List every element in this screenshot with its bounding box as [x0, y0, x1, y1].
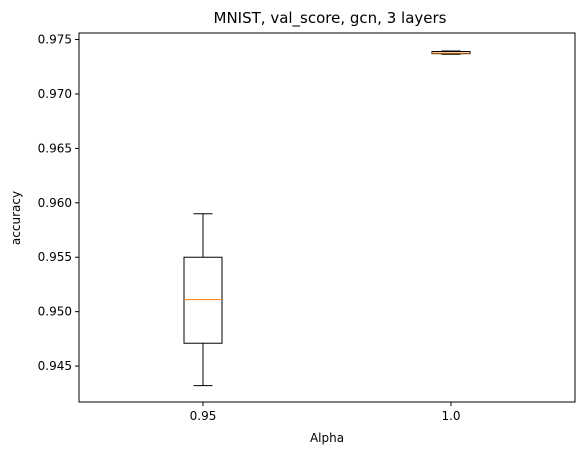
box-1.0 — [431, 50, 471, 55]
x-axis: 0.95 1.0 — [190, 402, 461, 423]
y-tick-label: 0.970 — [38, 87, 72, 101]
x-tick-label: 0.95 — [190, 409, 217, 423]
x-axis-label: Alpha — [310, 431, 344, 445]
x-tick-label: 1.0 — [441, 409, 460, 423]
y-tick-label: 0.945 — [38, 359, 72, 373]
iqr-box — [183, 256, 223, 344]
y-tick-label: 0.950 — [38, 305, 72, 319]
chart-title: MNIST, val_score, gcn, 3 layers — [214, 9, 447, 28]
y-tick-label: 0.975 — [38, 33, 72, 47]
plot-area-frame — [78, 32, 576, 403]
iqr-box — [431, 51, 471, 55]
y-tick-label: 0.960 — [38, 196, 72, 210]
y-axis: 0.945 0.950 0.955 0.960 0.965 0.970 0.975 — [38, 33, 79, 373]
box-series — [183, 50, 471, 387]
box-0.95 — [183, 213, 223, 387]
y-tick-label: 0.955 — [38, 250, 72, 264]
y-axis-label: accuracy — [9, 191, 23, 245]
y-tick-label: 0.965 — [38, 141, 72, 155]
